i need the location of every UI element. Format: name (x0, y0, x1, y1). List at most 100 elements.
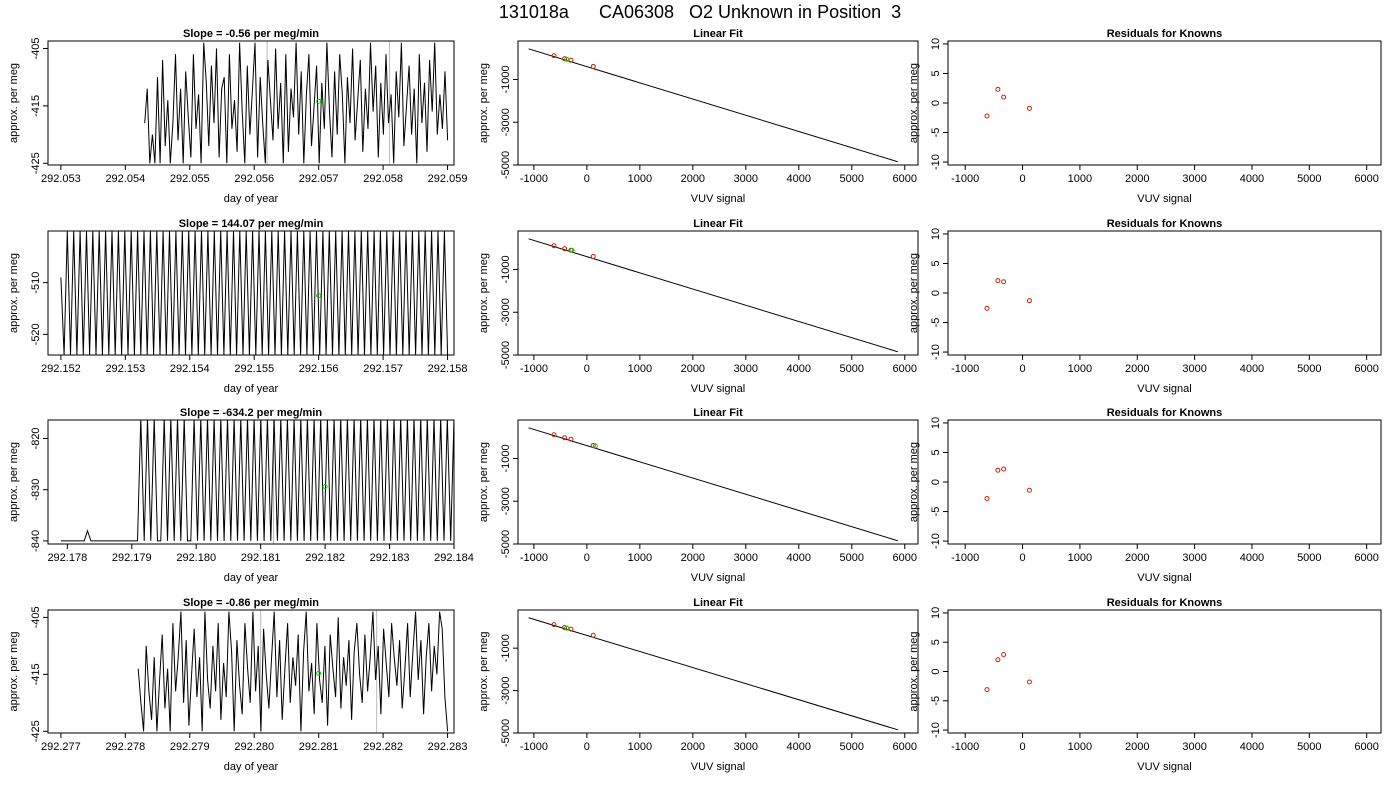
x-axis-label: VUV signal (691, 383, 745, 395)
x-tick-label: 292.055 (170, 173, 210, 185)
x-tick-label: 292.179 (112, 552, 152, 564)
x-axis-label: day of year (224, 193, 279, 205)
unknown-point (564, 56, 570, 62)
x-tick-label: 1000 (628, 552, 652, 564)
x-tick-label: 292.156 (299, 363, 339, 375)
known-point (590, 632, 596, 638)
x-tick-label: 292.054 (105, 173, 145, 185)
x-tick-label: 2000 (681, 173, 705, 185)
x-tick-label: 2000 (681, 363, 705, 375)
panel-r1c2: Linear Fit VUV signal approx. per meg -1000… (478, 28, 919, 205)
x-tick-label: 292.157 (363, 363, 403, 375)
plot-area (60, 420, 454, 544)
x-tick-label: 292.182 (305, 552, 345, 564)
x-tick-label: 292.181 (241, 552, 281, 564)
y-tick-label: -1000 (500, 444, 512, 472)
panel-r1c3: Residuals for Knowns VUV signal approx. pe… (908, 28, 1382, 205)
y-tick-label: -415 (30, 663, 42, 685)
panel-r2c1: Slope = 144.07 per meg/min day of year app… (8, 218, 467, 395)
known-point (1026, 487, 1032, 493)
known-point (590, 442, 596, 448)
panel-title: Residuals for Knowns (1107, 218, 1223, 230)
y-tick-label: -1000 (500, 634, 512, 662)
x-axis-label: day of year (224, 761, 279, 773)
x-tick-label: 5000 (840, 552, 864, 564)
x-tick-label: 292.053 (41, 173, 81, 185)
x-axis-label: VUV signal (1137, 572, 1191, 584)
panel-title: Linear Fit (693, 218, 743, 230)
x-tick-label: 6000 (1354, 741, 1378, 753)
y-axis-label: approx. per meg (8, 442, 20, 522)
x-tick-label: 0 (1019, 173, 1025, 185)
unknown-point (592, 443, 598, 449)
x-axis-label: VUV signal (691, 761, 745, 773)
x-tick-label: 292.056 (234, 173, 274, 185)
y-tick-label: -425 (30, 720, 42, 742)
y-tick-label: -3000 (500, 677, 512, 705)
x-tick-label: 4000 (1240, 741, 1264, 753)
y-tick-label: -10 (930, 533, 942, 549)
plot-area (984, 652, 1032, 693)
x-tick-label: 0 (1019, 363, 1025, 375)
x-tick-label: 6000 (1354, 552, 1378, 564)
y-axis-label: approx. per meg (908, 631, 920, 711)
panel-title: Linear Fit (693, 597, 743, 609)
y-axis-label: approx. per meg (908, 63, 920, 143)
x-tick-label: 6000 (893, 363, 917, 375)
y-tick-label: -5 (930, 128, 942, 138)
x-axis-label: day of year (224, 572, 279, 584)
x-tick-label: -1000 (520, 741, 548, 753)
trace-line (144, 42, 449, 164)
x-tick-label: 5000 (840, 363, 864, 375)
x-tick-label: 292.178 (47, 552, 87, 564)
x-tick-label: -1000 (951, 173, 979, 185)
y-tick-label: -5 (930, 507, 942, 517)
y-axis-label: approx. per meg (478, 253, 490, 333)
panel-title: Linear Fit (693, 28, 743, 40)
known-point (562, 56, 568, 62)
unknown-point (564, 625, 570, 631)
known-point (562, 246, 568, 252)
known-point (1001, 652, 1007, 658)
fit-line (528, 238, 899, 353)
plot-area (528, 48, 899, 163)
y-axis-label: approx. per meg (478, 63, 490, 143)
x-tick-label: 3000 (1182, 363, 1206, 375)
x-tick-label: 292.280 (234, 741, 274, 753)
x-tick-label: 0 (584, 741, 590, 753)
x-tick-label: 5000 (840, 741, 864, 753)
panel-title: Slope = -0.86 per meg/min (183, 597, 319, 609)
known-point (984, 305, 990, 311)
panel-r3c1: Slope = -634.2 per meg/min day of year app… (8, 407, 474, 584)
y-tick-label: -510 (30, 272, 42, 294)
x-tick-label: 1000 (1068, 173, 1092, 185)
known-point (995, 86, 1001, 92)
x-axis-label: VUV signal (691, 193, 745, 205)
y-tick-label: 10 (930, 417, 942, 429)
x-tick-label: 5000 (840, 173, 864, 185)
x-tick-label: 4000 (787, 173, 811, 185)
x-tick-label: 2000 (1125, 173, 1149, 185)
panel-r2c3: Residuals for Knowns VUV signal approx. pe… (908, 218, 1382, 395)
y-tick-label: 0 (930, 479, 942, 485)
y-tick-label: 10 (930, 38, 942, 50)
unknown-point (316, 670, 322, 676)
y-axis-label: approx. per meg (8, 253, 20, 333)
panel-frame (517, 609, 919, 734)
y-tick-label: -10 (930, 154, 942, 170)
x-tick-label: 0 (584, 552, 590, 564)
y-tick-label: 5 (930, 449, 942, 455)
x-tick-label: 1000 (628, 363, 652, 375)
panel-r3c2: Linear Fit VUV signal approx. per meg -1000… (478, 407, 919, 584)
y-tick-label: 10 (930, 607, 942, 619)
known-point (995, 467, 1001, 473)
figure-title: 131018a CA06308 O2 Unknown in Position 3 (498, 2, 902, 22)
y-tick-label: -830 (30, 479, 42, 501)
y-tick-label: -425 (30, 152, 42, 174)
known-point (1026, 105, 1032, 111)
x-tick-label: -1000 (520, 173, 548, 185)
x-tick-label: 292.277 (41, 741, 81, 753)
x-tick-label: -1000 (951, 552, 979, 564)
y-tick-label: 5 (930, 70, 942, 76)
y-tick-label: -5000 (500, 530, 512, 558)
